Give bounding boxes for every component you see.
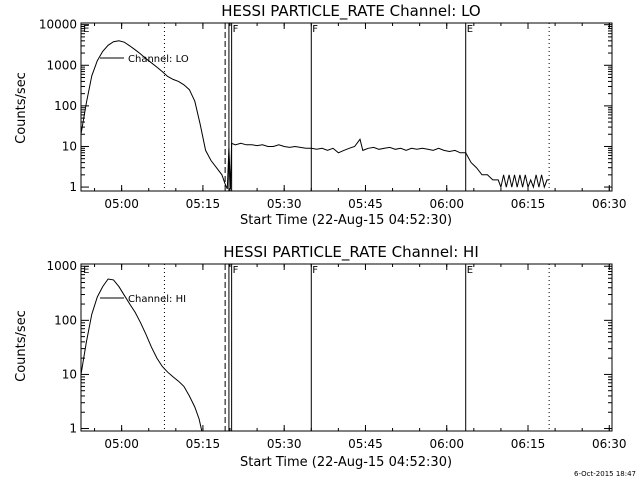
x-tick-label: 05:15 xyxy=(186,437,221,451)
x-tick-label: 06:30 xyxy=(592,437,627,451)
series-line xyxy=(80,40,550,190)
x-tick-label: 06:00 xyxy=(429,197,464,211)
y-tick-label: 100 xyxy=(54,313,77,327)
x-tick-label: 06:30 xyxy=(592,197,627,211)
flag-marker: F xyxy=(312,24,318,35)
y-tick-label: 10 xyxy=(62,139,77,153)
y-axis-label: Counts/sec xyxy=(14,72,29,144)
panel-hi-channel: HESSI PARTICLE_RATE Channel: HI Start Ti… xyxy=(14,243,627,470)
flag-marker: E xyxy=(83,24,89,35)
y-tick-label: 1 xyxy=(69,180,77,194)
y-tick-label: 1000 xyxy=(46,259,77,273)
x-tick-label: 05:00 xyxy=(104,197,139,211)
x-axis-label: Start Time (22-Aug-15 04:52:30) xyxy=(240,213,452,228)
flag-marker: F xyxy=(233,24,239,35)
x-tick-label: 05:00 xyxy=(104,437,139,451)
legend-label: Channel: LO xyxy=(128,54,189,65)
chart-title: HESSI PARTICLE_RATE Channel: LO xyxy=(221,2,480,21)
legend-label: Channel: HI xyxy=(128,294,186,305)
x-tick-label: 06:15 xyxy=(511,197,546,211)
y-tick-label: 1 xyxy=(69,422,77,436)
plot-frame xyxy=(80,263,613,432)
flag-marker: E xyxy=(467,265,473,276)
flag-marker: E xyxy=(83,265,89,276)
series-line xyxy=(80,278,203,432)
y-tick-label: 1000 xyxy=(46,58,77,72)
x-tick-label: 05:45 xyxy=(348,197,383,211)
flag-marker: F xyxy=(233,265,239,276)
chart-title: HESSI PARTICLE_RATE Channel: HI xyxy=(223,243,479,262)
timestamp: 6-Oct-2015 18:47 xyxy=(574,470,636,478)
x-axis-label: Start Time (22-Aug-15 04:52:30) xyxy=(240,455,452,470)
y-tick-label: 100 xyxy=(54,99,77,113)
flag-marker: F xyxy=(312,265,318,276)
x-tick-label: 05:45 xyxy=(348,437,383,451)
x-tick-label: 06:15 xyxy=(511,437,546,451)
y-tick-label: 10000 xyxy=(39,18,77,32)
y-tick-label: 10 xyxy=(62,367,77,381)
x-tick-label: 06:00 xyxy=(429,437,464,451)
x-tick-label: 05:30 xyxy=(267,437,302,451)
plot-frame xyxy=(80,22,613,192)
y-axis-label: Counts/sec xyxy=(14,310,29,382)
x-tick-label: 05:15 xyxy=(186,197,221,211)
panel-lo-channel: HESSI PARTICLE_RATE Channel: LO Start Ti… xyxy=(14,2,627,228)
flag-marker: E xyxy=(467,24,473,35)
x-tick-label: 05:30 xyxy=(267,197,302,211)
